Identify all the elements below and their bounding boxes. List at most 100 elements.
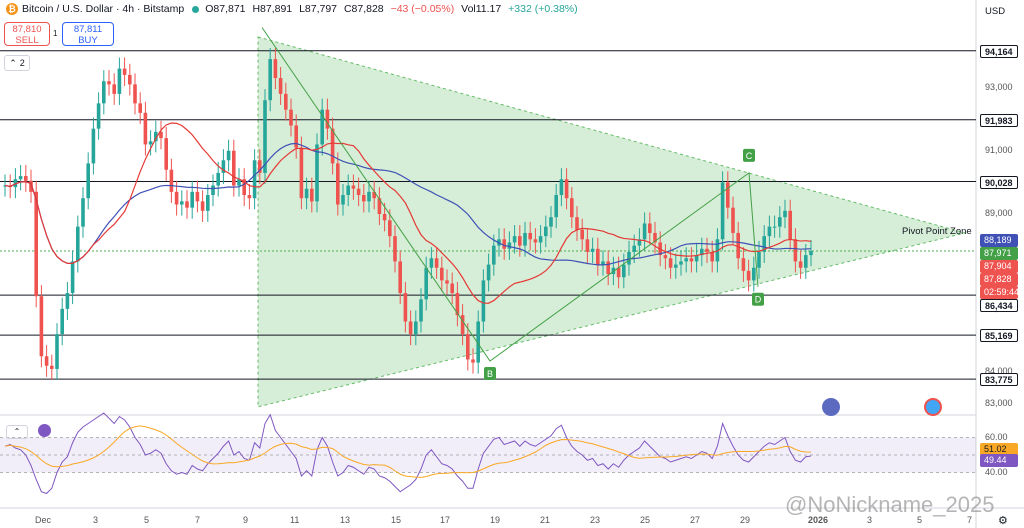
rsi-ma-value: 51.02 xyxy=(980,443,1018,457)
price-tick-label: 83,000 xyxy=(985,397,1013,408)
candle xyxy=(180,201,184,205)
candle xyxy=(419,299,423,322)
candle xyxy=(278,78,283,94)
candle xyxy=(403,293,408,322)
candle xyxy=(429,258,434,268)
buy-button[interactable]: 87,811 BUY xyxy=(62,22,114,46)
candle xyxy=(492,245,496,265)
time-axis-label: Dec xyxy=(35,515,52,525)
time-axis-label: 15 xyxy=(391,515,402,525)
candle xyxy=(96,103,101,129)
rsi-ma-line xyxy=(4,425,812,478)
pattern-point-c-marker xyxy=(743,148,755,162)
candle xyxy=(466,334,470,360)
candle xyxy=(351,185,356,189)
candle xyxy=(200,201,205,211)
candle xyxy=(221,160,226,173)
currency-label[interactable]: USD xyxy=(985,6,1006,17)
candle xyxy=(330,128,335,164)
time-axis-label: 19 xyxy=(490,515,501,525)
candle xyxy=(362,195,366,202)
time-axis-label: 29 xyxy=(740,515,751,525)
price-tick-label: 89,000 xyxy=(985,208,1013,218)
candle xyxy=(382,214,387,221)
market-status-icon xyxy=(192,5,200,13)
candle xyxy=(798,261,803,268)
time-axis-label: 21 xyxy=(540,515,551,525)
candle xyxy=(138,103,142,113)
candle xyxy=(793,239,798,262)
price-axis-label: 94,164 xyxy=(980,44,1018,58)
economic-events-icon[interactable] xyxy=(924,398,942,416)
candle xyxy=(512,236,517,243)
candle xyxy=(778,217,782,227)
candle xyxy=(13,179,18,188)
price-axis-label: 88,189 xyxy=(980,233,1018,247)
candle xyxy=(549,217,553,227)
candle xyxy=(762,236,766,252)
indicators-toggle[interactable]: ⌃ 2 xyxy=(4,55,30,71)
candle xyxy=(76,226,80,262)
candle xyxy=(325,109,330,129)
candle xyxy=(788,210,792,240)
candle xyxy=(122,68,127,75)
candle xyxy=(393,236,397,262)
settings-icon[interactable]: ⚙ xyxy=(998,515,1008,527)
sell-price: 87,810 xyxy=(12,24,42,35)
candle xyxy=(502,239,506,249)
candle xyxy=(580,229,584,240)
candle xyxy=(159,131,163,139)
candle xyxy=(185,201,189,208)
candle xyxy=(294,125,298,148)
candle xyxy=(450,283,454,294)
time-axis-label: 2026 xyxy=(808,515,829,525)
ideas-icon[interactable] xyxy=(822,398,840,416)
candle xyxy=(91,128,96,164)
rsi-collapse-button[interactable]: ⌃ xyxy=(6,425,28,439)
candle xyxy=(164,138,168,170)
candle xyxy=(377,198,382,214)
candle xyxy=(226,150,231,161)
ohlc-readout: O87,871 H87,891 L87,797 C87,828 −43 (−0.… xyxy=(205,3,581,15)
watermark: @NoNickname_2025 xyxy=(785,492,995,517)
candle xyxy=(107,81,111,85)
candle xyxy=(315,144,319,202)
rsi-settings-icon[interactable] xyxy=(38,424,51,437)
candle xyxy=(263,100,267,173)
time-axis-label: 25 xyxy=(640,515,651,525)
pattern-point-d-marker xyxy=(752,292,764,306)
close-value: C87,828 xyxy=(343,3,384,15)
time-axis-label: 23 xyxy=(590,515,601,525)
candle xyxy=(24,176,28,181)
candle xyxy=(216,172,220,186)
candle xyxy=(809,251,813,256)
candle xyxy=(772,226,777,228)
time-axis-label: 11 xyxy=(290,515,300,525)
symbol-title[interactable]: Bitcoin / U.S. Dollar · 4h · Bitstamp xyxy=(22,3,185,15)
candle xyxy=(398,261,402,294)
pattern-point-b-label: B xyxy=(487,369,493,379)
sell-button[interactable]: 87,810 SELL xyxy=(4,22,50,46)
candle xyxy=(237,179,241,186)
time-axis-label: 3 xyxy=(867,515,873,525)
time-axis-label: 27 xyxy=(690,515,701,525)
candle xyxy=(65,293,70,309)
candle xyxy=(679,261,683,265)
candle xyxy=(752,267,756,281)
candle xyxy=(726,182,730,208)
candle xyxy=(268,59,272,101)
candle xyxy=(195,191,200,202)
candle xyxy=(710,251,714,262)
candle xyxy=(528,232,532,240)
candle xyxy=(632,245,636,252)
candle xyxy=(689,258,694,262)
candle xyxy=(746,270,751,281)
candle xyxy=(684,258,688,262)
candle xyxy=(70,261,75,294)
bitcoin-icon: ₿ xyxy=(6,3,18,15)
candle xyxy=(102,81,106,104)
rsi-line xyxy=(4,412,812,495)
candle xyxy=(284,93,288,110)
candle xyxy=(663,255,668,259)
